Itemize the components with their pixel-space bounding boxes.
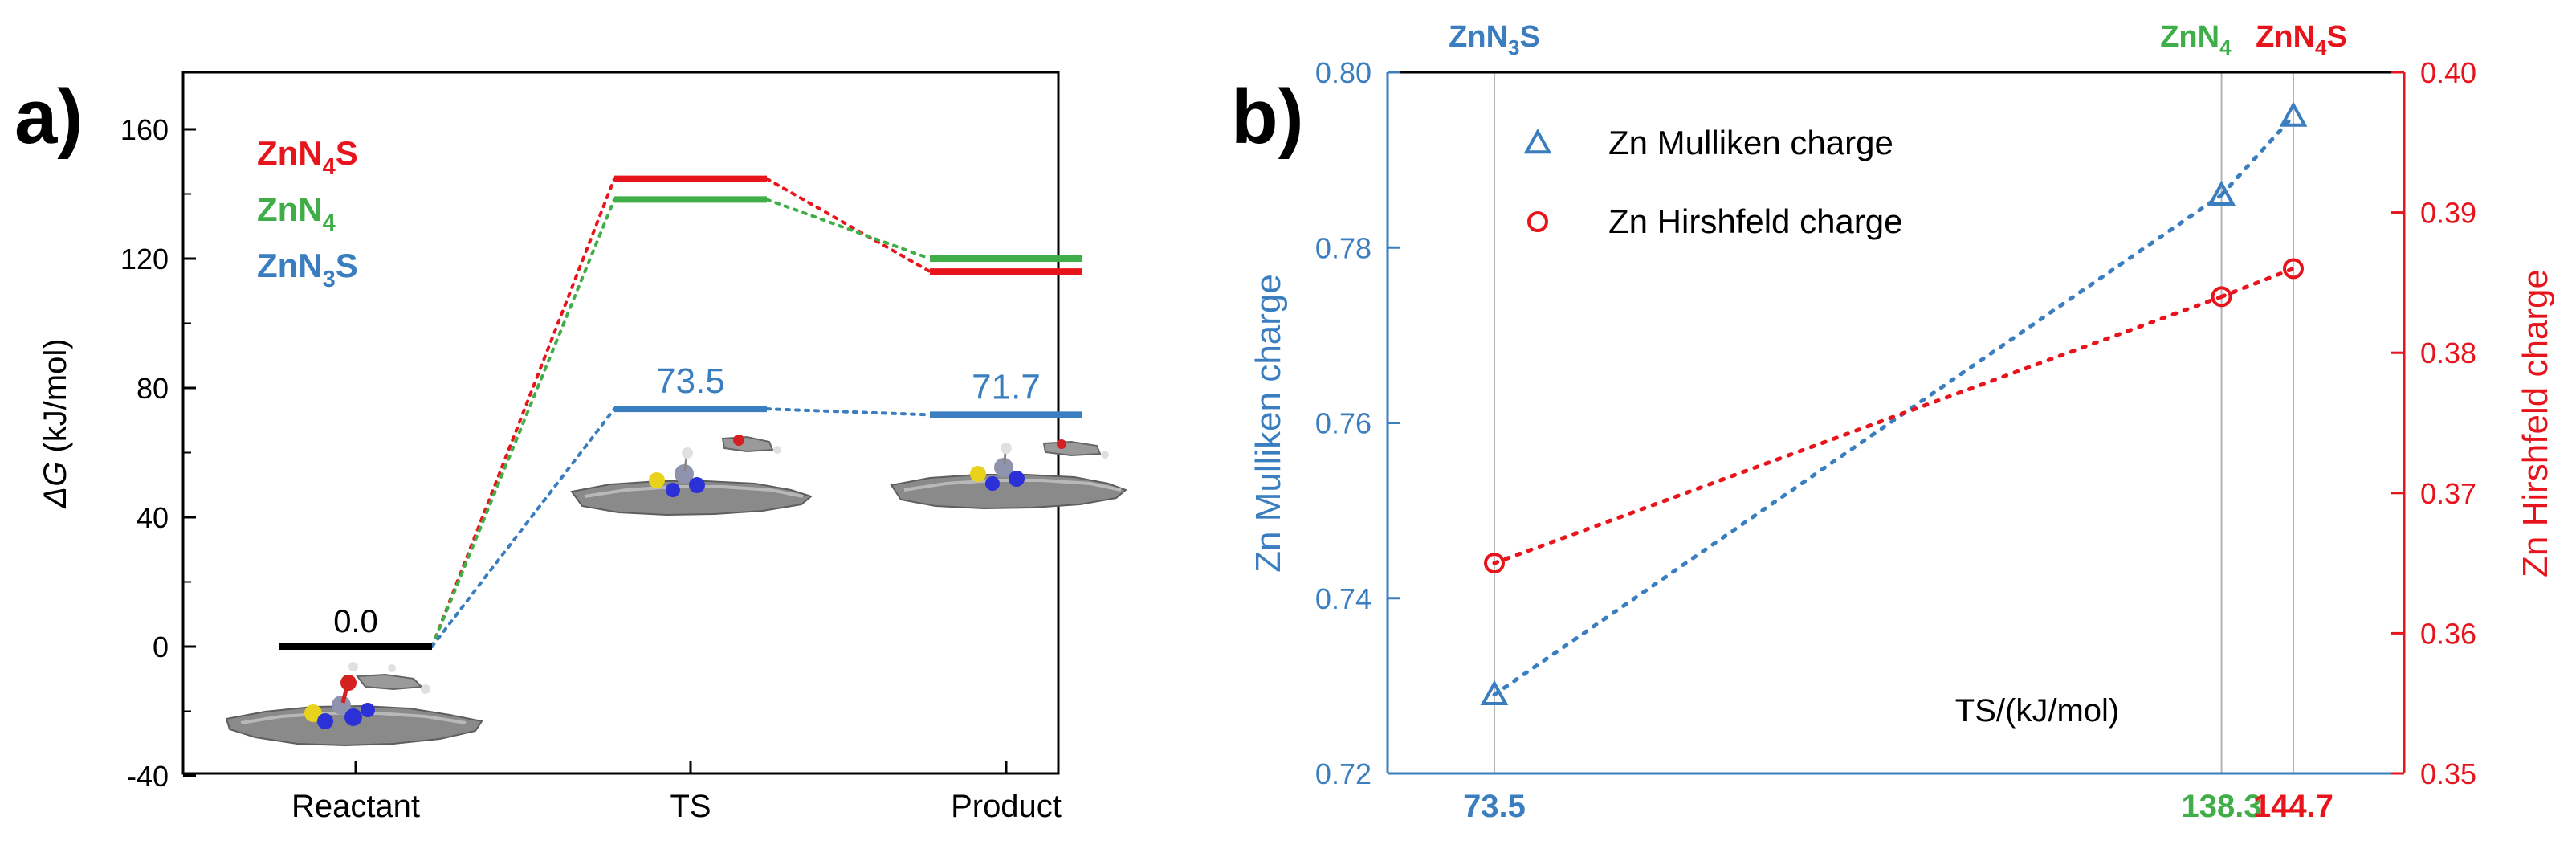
legend-label-znn4: ZnN4	[257, 190, 336, 236]
x-tick-label-reactant: Reactant	[291, 789, 420, 824]
legend-label-znn4s-rest: S	[336, 134, 358, 172]
hirshfeld-point	[1484, 553, 1505, 574]
panel-b-top-labels: ZnN3S ZnN4 ZnN4S	[1449, 20, 2347, 59]
legend-marker-hirshfeld	[1527, 211, 1548, 232]
panel-a-levels	[279, 175, 1082, 650]
mulliken-point	[2279, 101, 2308, 127]
panel-a-y-axis-label: ΔG (kJ/mol)	[38, 338, 73, 508]
panel-a-y-label-units: (kJ/mol)	[38, 338, 73, 461]
panel-b-points	[1480, 101, 2308, 705]
panel-b-legend: Zn Mulliken charge Zn Hirshfeld charge	[1523, 124, 1903, 240]
right-tick-label: 0.40	[2420, 56, 2476, 89]
trend-segment-hirshfeld	[1492, 294, 2224, 565]
legend-label-znn4s-main: ZnN	[257, 134, 323, 172]
panel-b-left-axis-label: Zn Mulliken charge	[1249, 274, 1288, 573]
top-label-subscript: 4	[2315, 35, 2327, 59]
panel-a-label: a)	[14, 74, 83, 160]
top-label-subscript: 3	[1508, 35, 1519, 59]
trend-segment-hirshfeld	[2219, 266, 2296, 299]
connector-reactant-ts-znn3s	[430, 407, 616, 648]
left-tick-label: 0.72	[1315, 757, 1372, 790]
panel-a-value-labels: 0.0 73.5 71.7	[333, 361, 1041, 639]
panel-b-trend-lines	[1492, 114, 2296, 697]
top-label-main: ZnN	[2160, 20, 2219, 54]
y-tick-label: 40	[137, 501, 169, 534]
legend-label-znn3s-subscript: 3	[323, 267, 336, 292]
connector-ts-product-znn3s	[765, 407, 931, 417]
y-tick-label: 80	[137, 372, 169, 405]
trend-segment-mulliken	[2219, 114, 2296, 198]
right-tick-label: 0.35	[2420, 757, 2476, 790]
legend-label-znn4-subscript: 4	[323, 210, 336, 236]
right-tick-label: 0.39	[2420, 197, 2476, 230]
connector-reactant-ts-znn4s	[430, 177, 616, 648]
mulliken-point	[2207, 180, 2236, 206]
panel-a-y-label-symbol: ΔG	[38, 462, 73, 509]
top-label-1: ZnN4	[2160, 20, 2232, 59]
panel-b-vertical-guides	[1494, 72, 2294, 773]
y-tick-label: 160	[120, 113, 169, 146]
top-label-main: ZnN	[1449, 20, 1508, 54]
value-label-product: 71.7	[972, 367, 1041, 406]
panel-a-y-ticks: -40 0 40 80 120 160	[120, 113, 196, 793]
panel-b-right-axis-label: Zn Hirshfeld charge	[2516, 269, 2555, 578]
connector-ts-product-znn4	[765, 198, 931, 260]
value-label-ts: 73.5	[656, 361, 725, 401]
top-label-2: ZnN4S	[2256, 20, 2347, 59]
left-tick-label: 0.80	[1315, 56, 1372, 89]
hirshfeld-point	[2283, 258, 2304, 280]
panel-a: a) -40 0 40 80 120 160 Reactant TS Product ΔG (…	[14, 71, 1127, 824]
top-label-rest: S	[2326, 20, 2346, 54]
reactant-structure-illustration	[225, 662, 483, 747]
legend-label-znn4-main: ZnN	[257, 190, 323, 228]
product-structure-illustration	[890, 439, 1127, 510]
x-tick-label-product: Product	[951, 789, 1062, 824]
right-tick-label: 0.37	[2420, 477, 2476, 510]
legend-label-hirshfeld: Zn Hirshfeld charge	[1608, 202, 1903, 240]
legend-label-znn3s: ZnN3S	[257, 247, 358, 292]
ts-structure-illustration	[570, 435, 813, 516]
panel-b-left-ticks: 0.72 0.74 0.76 0.78 0.80	[1315, 56, 1400, 790]
legend-label-znn3s-main: ZnN	[257, 247, 323, 284]
panel-b-x-axis-label: TS/(kJ/mol)	[1955, 693, 2119, 729]
reactant-value-label: 0.0	[333, 604, 378, 639]
panel-a-connectors	[430, 177, 931, 648]
top-label-main: ZnN	[2256, 20, 2315, 54]
x-tick-label-ts: TS	[670, 789, 711, 824]
connector-reactant-ts-znn4	[430, 198, 616, 648]
top-label-subscript: 4	[2219, 35, 2232, 59]
y-tick-label: 120	[120, 243, 169, 275]
left-tick-label: 0.74	[1315, 582, 1372, 615]
mulliken-point	[1480, 680, 1509, 705]
hirshfeld-point	[2211, 286, 2232, 308]
legend-label-mulliken: Zn Mulliken charge	[1608, 124, 1893, 161]
left-tick-label: 0.76	[1315, 407, 1372, 440]
panel-a-frame	[181, 71, 1060, 775]
panel-a-x-ticks: Reactant TS Product	[291, 761, 1062, 824]
top-label-0: ZnN3S	[1449, 20, 1540, 59]
connector-ts-product-znn4s	[765, 177, 931, 274]
trend-segment-mulliken	[1492, 193, 2224, 697]
x-tick-label: 73.5	[1463, 789, 1526, 824]
legend-label-znn4s-subscript: 4	[323, 154, 336, 180]
panel-b: b) 0.72 0.74 0.76 0.78 0.80 0.35 0.36 0.37 0.38…	[1231, 20, 2555, 824]
y-tick-label: -40	[127, 760, 169, 793]
legend-label-znn3s-rest: S	[336, 247, 358, 284]
y-tick-label: 0	[153, 631, 169, 663]
legend-marker-mulliken	[1523, 128, 1552, 154]
x-tick-label: 144.7	[2253, 789, 2333, 824]
right-tick-label: 0.38	[2420, 337, 2476, 369]
panel-b-right-ticks: 0.35 0.36 0.37 0.38 0.39 0.40	[2391, 56, 2476, 790]
x-tick-label: 138.3	[2182, 789, 2262, 824]
left-tick-label: 0.78	[1315, 231, 1372, 264]
right-tick-label: 0.36	[2420, 617, 2476, 650]
legend-label-znn4s: ZnN4S	[257, 134, 358, 180]
panel-b-label: b)	[1231, 74, 1304, 160]
top-label-rest: S	[1519, 20, 1539, 54]
